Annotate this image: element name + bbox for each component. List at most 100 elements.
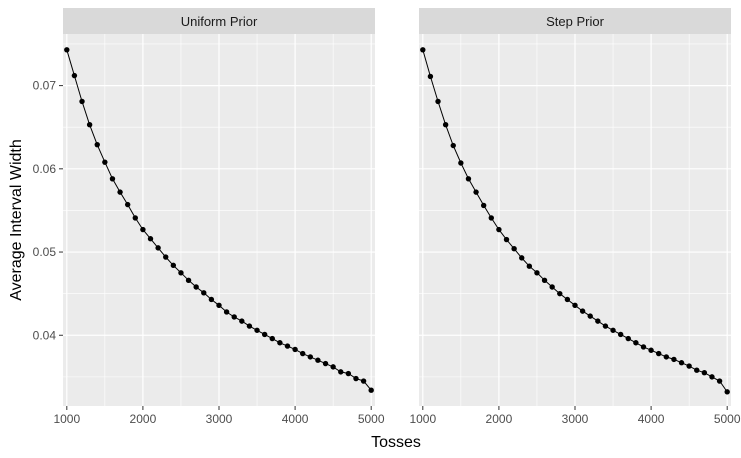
data-point: [239, 318, 245, 324]
data-point: [648, 347, 654, 353]
data-point: [277, 340, 283, 346]
data-point: [450, 142, 456, 149]
data-point: [442, 122, 449, 128]
data-point: [254, 327, 260, 333]
facet-strip: [419, 8, 731, 34]
y-axis-title: Average Interval Width: [8, 139, 25, 301]
panels: Uniform Prior 1000 2000 3000 4000 5000 Step Pr…: [53, 8, 741, 426]
data-point: [633, 340, 639, 346]
data-point: [526, 263, 533, 269]
data-point: [201, 290, 207, 296]
y-axis: 0.04 0.05 0.06 0.07: [33, 79, 63, 342]
y-tick-label: 0.04: [33, 328, 57, 342]
data-point: [102, 159, 108, 165]
data-point: [610, 327, 616, 333]
data-point: [671, 356, 677, 363]
data-point: [541, 277, 548, 284]
data-point: [284, 343, 291, 349]
data-point: [231, 314, 237, 320]
data-point: [579, 308, 586, 314]
y-tick-label: 0.05: [33, 245, 57, 259]
data-point: [307, 354, 314, 360]
data-point: [625, 335, 631, 342]
data-point: [322, 360, 329, 367]
data-point: [185, 277, 192, 284]
data-point: [503, 236, 510, 243]
x-axis-title: Tosses: [371, 434, 421, 451]
data-point: [663, 354, 670, 360]
x-tick-label: 5000: [714, 412, 741, 426]
facet-strip: [63, 8, 375, 34]
facet-panel-2: Step Prior 1000 2000 3000 4000 5000: [409, 8, 741, 426]
data-point: [678, 360, 685, 366]
data-point: [109, 176, 116, 182]
data-point: [587, 313, 593, 319]
data-point: [617, 331, 624, 338]
data-point: [716, 378, 723, 384]
data-point: [488, 215, 494, 221]
data-point: [701, 370, 708, 376]
data-point: [709, 374, 715, 380]
data-point: [155, 245, 161, 251]
data-point: [602, 323, 609, 329]
data-point: [345, 370, 352, 377]
data-point: [435, 98, 441, 105]
x-tick-label: 2000: [130, 412, 157, 426]
data-point: [557, 290, 563, 297]
data-point: [330, 364, 336, 370]
data-point: [360, 378, 367, 384]
data-point: [300, 350, 306, 357]
data-point: [480, 202, 487, 209]
data-point: [223, 309, 230, 315]
data-point: [496, 226, 502, 233]
data-point: [71, 72, 78, 79]
data-point: [269, 335, 275, 342]
data-point: [124, 201, 131, 208]
facet-strip-label: Uniform Prior: [181, 14, 258, 29]
data-point: [724, 389, 730, 395]
x-tick-label: 3000: [206, 412, 233, 426]
data-point: [420, 47, 426, 53]
data-point: [519, 255, 525, 261]
data-point: [216, 302, 222, 309]
facet-panel-1: Uniform Prior 1000 2000 3000 4000 5000: [53, 8, 385, 426]
data-point: [86, 122, 93, 128]
x-tick-label: 2000: [486, 412, 513, 426]
facet-strip-label: Step Prior: [546, 14, 604, 29]
data-point: [261, 331, 268, 338]
data-point: [427, 73, 434, 80]
data-point: [549, 284, 555, 290]
data-point: [572, 302, 578, 309]
data-point: [656, 350, 662, 357]
data-point: [511, 246, 517, 252]
data-point: [564, 296, 571, 303]
x-tick-label: 4000: [638, 412, 665, 426]
data-point: [534, 270, 540, 276]
x-tick-label: 1000: [53, 412, 80, 426]
data-point: [140, 226, 146, 233]
x-tick-label: 5000: [358, 412, 385, 426]
data-point: [64, 47, 70, 53]
data-point: [640, 344, 647, 350]
data-point: [473, 189, 479, 195]
data-point: [79, 98, 85, 105]
data-point: [132, 215, 138, 221]
data-point: [208, 296, 215, 303]
data-point: [246, 323, 253, 329]
data-point: [458, 160, 464, 166]
data-point: [193, 284, 199, 290]
data-point: [117, 189, 123, 195]
y-tick-label: 0.06: [33, 162, 57, 176]
data-point: [170, 262, 177, 269]
data-point: [353, 375, 359, 382]
x-tick-label: 3000: [562, 412, 589, 426]
data-point: [694, 367, 700, 373]
data-point: [595, 318, 601, 324]
data-point: [465, 176, 472, 182]
data-point: [163, 254, 169, 260]
x-tick-label: 4000: [282, 412, 309, 426]
data-point: [338, 369, 344, 375]
data-point: [147, 236, 154, 242]
y-tick-label: 0.07: [33, 79, 57, 93]
data-point: [315, 357, 321, 363]
